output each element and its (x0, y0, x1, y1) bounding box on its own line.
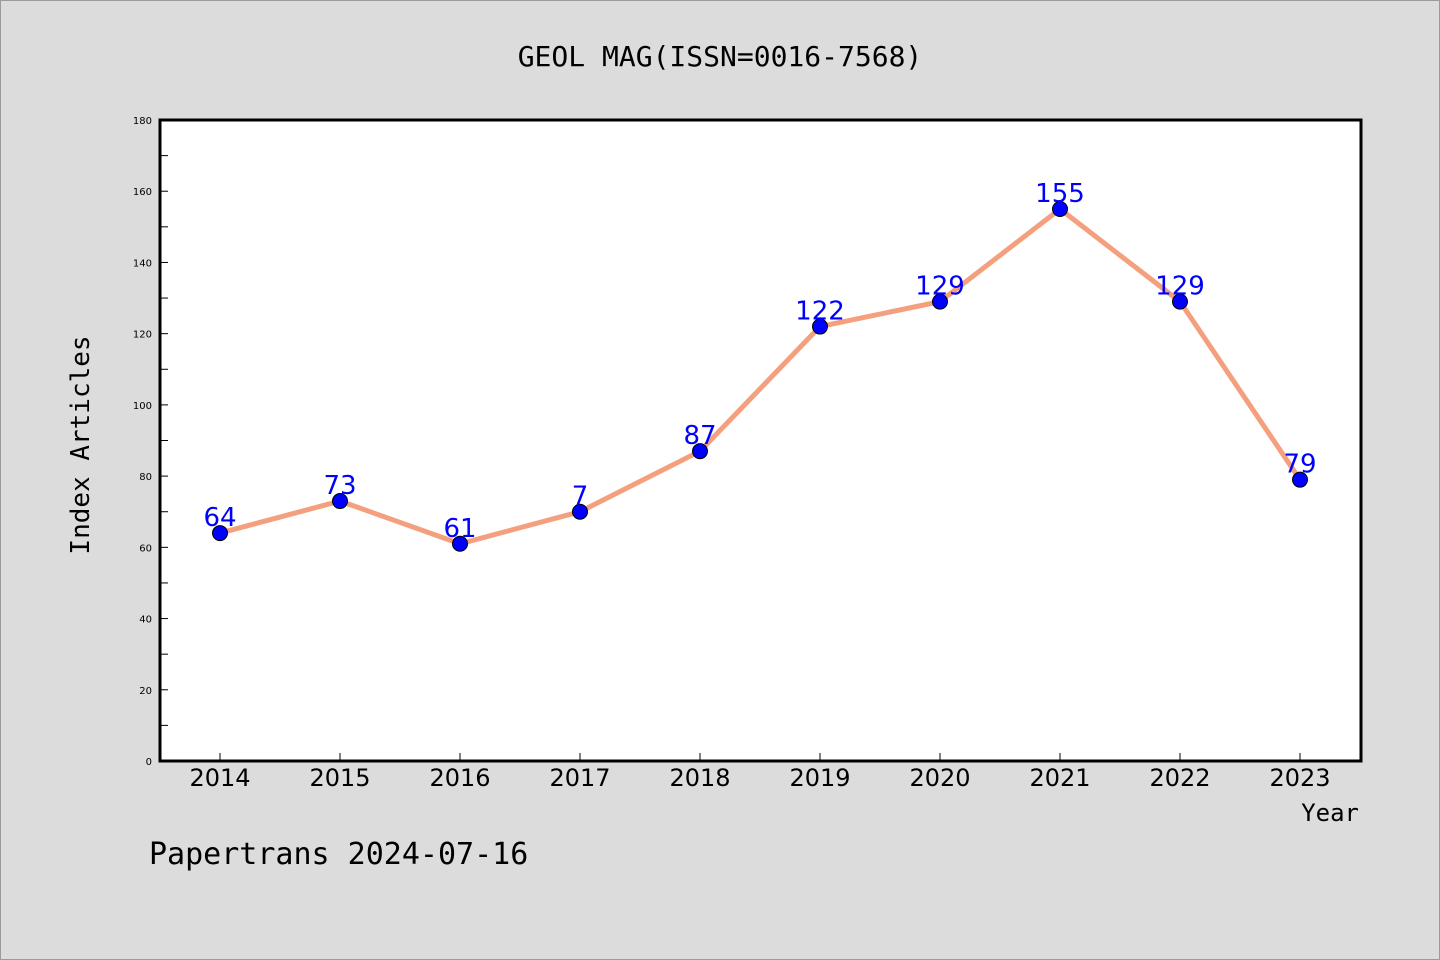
x-tick-label: 2015 (309, 764, 370, 792)
data-point (1052, 201, 1068, 218)
data-label: 122 (795, 297, 845, 327)
data-point (572, 503, 588, 520)
y-tick-label: 40 (139, 615, 152, 626)
x-tick-label: 2018 (669, 764, 730, 792)
y-tick-label: 100 (133, 401, 152, 412)
y-tick-label: 140 (133, 258, 152, 269)
data-label: 155 (1035, 179, 1085, 209)
data-label: 61 (443, 514, 476, 544)
data-labels: 64 73 61 7 87 122 129 155 129 79 (203, 179, 1316, 544)
x-tick-label: 2020 (909, 764, 970, 792)
chart-title: GEOL MAG(ISSN=0016-7568) (518, 40, 923, 73)
data-point (1292, 471, 1308, 488)
y-tick-label: 160 (133, 187, 152, 198)
y-tick-label: 80 (139, 472, 152, 483)
x-tick-label: 2022 (1149, 764, 1210, 792)
y-tick-label: 120 (133, 330, 152, 341)
y-tick-label: 60 (139, 543, 152, 554)
data-label: 73 (323, 471, 356, 501)
x-tick-label: 2016 (429, 764, 490, 792)
data-point (332, 493, 348, 510)
series-layer (212, 201, 1308, 552)
x-tick-label: 2017 (549, 764, 610, 792)
y-axis: 0 20 40 60 80 100 120 140 160 180 (133, 116, 168, 768)
data-point (932, 293, 948, 310)
y-axis-label: Index Articles (66, 335, 96, 554)
data-label: 79 (1283, 450, 1316, 480)
plot-area (158, 118, 1363, 763)
x-axis-label: Year (1301, 799, 1359, 827)
data-label: 129 (1155, 272, 1205, 302)
x-tick-label: 2021 (1029, 764, 1090, 792)
x-tick-label: 2023 (1269, 764, 1330, 792)
data-label: 64 (203, 503, 236, 533)
y-tick-label: 180 (133, 116, 152, 127)
y-tick-label: 20 (139, 686, 152, 697)
y-tick-label: 0 (146, 757, 152, 768)
x-tick-label: 2019 (789, 764, 850, 792)
data-label: 129 (915, 272, 965, 302)
x-tick-label: 2014 (189, 764, 250, 792)
data-point (812, 318, 828, 335)
data-label: 7 (572, 482, 589, 512)
footer-text: Papertrans 2024-07-16 (149, 837, 528, 872)
data-point (452, 535, 468, 552)
data-point (212, 525, 228, 542)
series-line (217, 206, 1303, 547)
data-point (692, 443, 708, 460)
data-label: 87 (683, 421, 716, 451)
data-point (1172, 293, 1188, 310)
x-axis: 2014 2015 2016 2017 2018 2019 2020 2021 2022 2023 (189, 753, 1331, 792)
